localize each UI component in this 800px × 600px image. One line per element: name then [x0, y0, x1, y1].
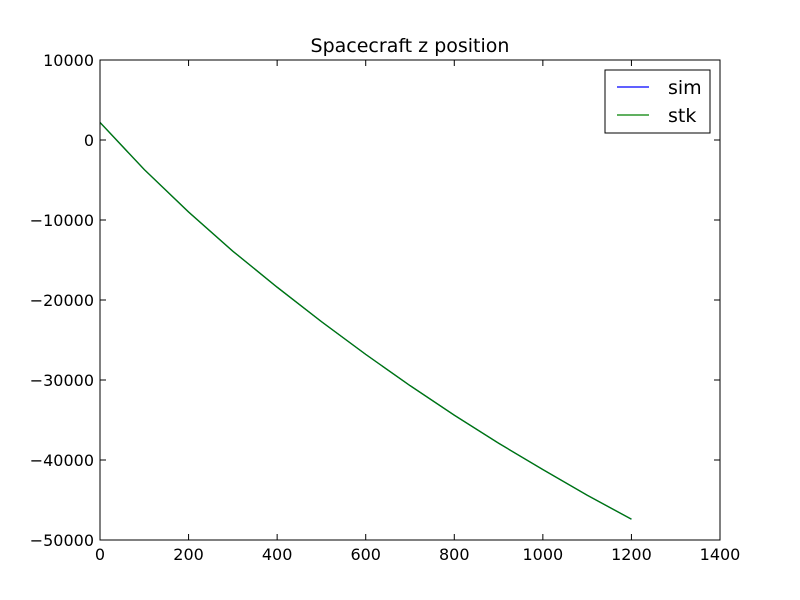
x-tick-label: 0 — [95, 545, 105, 564]
x-tick-label: 400 — [262, 545, 293, 564]
x-tick-label: 600 — [350, 545, 381, 564]
x-tick-label: 800 — [439, 545, 470, 564]
y-tick-label: −20000 — [30, 291, 94, 310]
legend-label-sim: sim — [668, 77, 702, 99]
y-tick-label: −50000 — [30, 531, 94, 550]
y-tick-label: −40000 — [30, 451, 94, 470]
x-tick-label: 1000 — [522, 545, 563, 564]
chart-title: Spacecraft z position — [311, 35, 510, 57]
ticks-layer: 0 200 400 600 800 1000 1200 1400 10000 0 −10000 −20… — [30, 51, 741, 564]
series-line-sim — [99, 121, 632, 520]
y-tick-label: −30000 — [30, 371, 94, 390]
x-tick-label: 1400 — [700, 545, 741, 564]
y-tick-label: 10000 — [43, 51, 94, 70]
legend-box — [604, 69, 711, 134]
x-tick-label: 200 — [173, 545, 204, 564]
legend: sim stk — [604, 69, 711, 134]
series-layer — [99, 121, 632, 520]
series-line-stk — [99, 121, 632, 520]
y-tick-label: −10000 — [30, 211, 94, 230]
x-tick-label: 1200 — [611, 545, 652, 564]
plot-frame — [99, 59, 721, 541]
y-tick-label: 0 — [84, 131, 94, 150]
legend-label-stk: stk — [668, 105, 696, 127]
